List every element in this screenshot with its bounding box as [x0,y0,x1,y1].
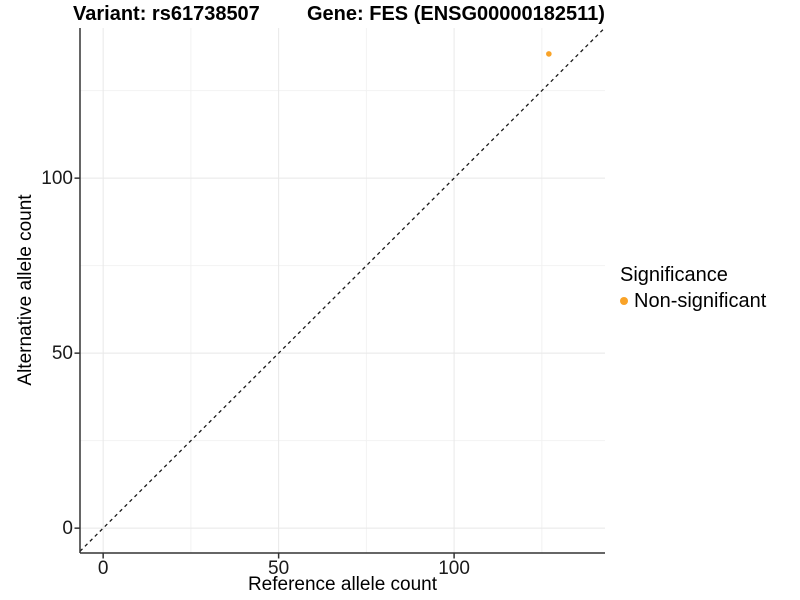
y-tick-label: 100 [41,167,73,189]
data-point [546,51,552,57]
x-tick-label: 50 [268,558,290,579]
legend: Significance Non-significant [620,263,766,313]
legend-entry-label: Non-significant [634,290,767,312]
x-axis-title: Reference allele count [247,574,438,595]
identity-line [79,27,606,552]
x-tick-label: 100 [438,558,470,579]
plot-title-variant: Variant: rs61738507 [73,3,260,25]
y-tick-label: 50 [51,342,73,364]
y-tick-label: 0 [62,517,73,539]
legend-point-icon [620,297,628,305]
legend-entry: Non-significant [620,289,766,313]
x-tick-label: 0 [97,558,109,579]
plot-title-gene: Gene: FES (ENSG00000182511) [307,3,605,25]
legend-entries: Non-significant [620,289,766,313]
legend-title: Significance [620,264,728,286]
